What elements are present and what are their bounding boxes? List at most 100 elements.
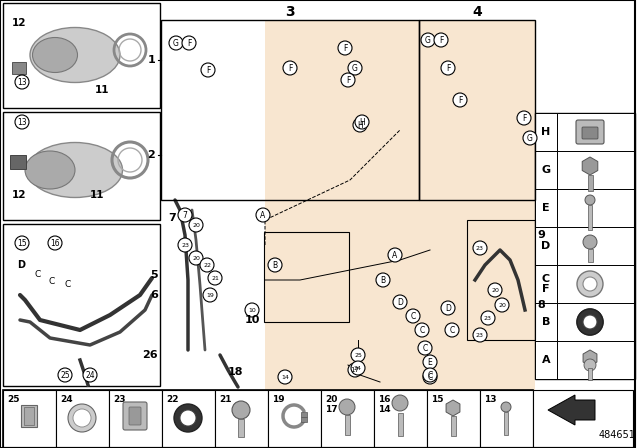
Circle shape (501, 402, 511, 412)
Text: D: D (17, 260, 25, 270)
Circle shape (351, 348, 365, 362)
Bar (301, 412, 307, 417)
Circle shape (423, 355, 437, 369)
Circle shape (441, 301, 455, 315)
Circle shape (421, 33, 435, 47)
Text: 20: 20 (192, 255, 200, 260)
Bar (535, 189, 557, 227)
Circle shape (189, 251, 203, 265)
Text: 23: 23 (484, 315, 492, 320)
Circle shape (388, 248, 402, 262)
Text: 26: 26 (142, 350, 158, 360)
Bar (467, 220, 535, 340)
Text: F: F (439, 35, 443, 44)
Text: 15: 15 (431, 395, 444, 404)
Bar (3, 224, 160, 386)
Bar (3, 390, 533, 447)
Text: A: A (541, 355, 550, 365)
Bar (557, 151, 635, 189)
Circle shape (583, 277, 597, 291)
Bar (344, 415, 349, 435)
Polygon shape (265, 20, 535, 390)
Text: 12: 12 (12, 190, 26, 200)
Text: 16
14: 16 14 (378, 395, 390, 414)
Text: C: C (65, 280, 71, 289)
Text: A: A (392, 250, 397, 259)
Circle shape (182, 36, 196, 50)
Circle shape (58, 368, 72, 382)
Circle shape (577, 309, 603, 335)
Bar (535, 113, 635, 379)
Bar (535, 227, 557, 265)
Text: C: C (422, 344, 428, 353)
Text: 20: 20 (491, 288, 499, 293)
Circle shape (200, 258, 214, 272)
Text: 13: 13 (17, 117, 27, 126)
Text: E: E (542, 203, 550, 213)
FancyBboxPatch shape (123, 402, 147, 430)
Text: 19: 19 (206, 293, 214, 297)
Text: F: F (288, 64, 292, 73)
Bar (535, 113, 557, 151)
Circle shape (178, 208, 192, 222)
Bar (588, 175, 593, 191)
Bar (21, 405, 37, 427)
Text: F: F (446, 64, 450, 73)
Bar (238, 419, 244, 437)
Text: 24: 24 (354, 366, 362, 370)
Circle shape (232, 401, 250, 419)
Bar (162, 390, 215, 447)
Text: 23: 23 (476, 332, 484, 337)
Text: 13: 13 (484, 395, 497, 404)
Text: 24: 24 (60, 395, 72, 404)
Text: G: G (541, 165, 550, 175)
Circle shape (203, 288, 217, 302)
Bar (397, 413, 403, 436)
Circle shape (488, 283, 502, 297)
Text: 19: 19 (272, 395, 285, 404)
Text: C: C (428, 370, 433, 379)
Circle shape (15, 115, 29, 129)
Ellipse shape (25, 151, 75, 189)
Circle shape (583, 315, 597, 329)
Bar (535, 151, 557, 189)
Bar (374, 390, 427, 447)
Circle shape (15, 236, 29, 250)
Text: F: F (522, 113, 526, 122)
Text: E: E (428, 358, 433, 366)
Circle shape (355, 115, 369, 129)
Circle shape (201, 63, 215, 77)
Circle shape (453, 93, 467, 107)
Text: 9: 9 (537, 230, 545, 240)
Text: F: F (458, 95, 462, 104)
Circle shape (68, 404, 96, 432)
Text: B: B (542, 317, 550, 327)
Circle shape (180, 410, 196, 426)
Text: C: C (428, 372, 433, 382)
Bar (12, 62, 26, 74)
FancyBboxPatch shape (576, 120, 604, 144)
Text: 25: 25 (354, 353, 362, 358)
Circle shape (415, 323, 429, 337)
Text: 10: 10 (244, 315, 260, 325)
Circle shape (577, 271, 603, 297)
Text: G: G (527, 134, 533, 142)
Circle shape (376, 273, 390, 287)
Bar (24, 407, 34, 425)
Circle shape (278, 370, 292, 384)
Text: A: A (260, 211, 266, 220)
Text: D: D (445, 303, 451, 313)
Text: 5: 5 (150, 270, 158, 280)
Bar (480, 390, 533, 447)
Bar (109, 390, 162, 447)
Polygon shape (548, 395, 595, 425)
Circle shape (393, 295, 407, 309)
Text: 7: 7 (182, 211, 188, 220)
Bar (161, 20, 419, 200)
Text: 23: 23 (181, 242, 189, 247)
Bar (301, 417, 307, 422)
Circle shape (584, 359, 596, 371)
Bar (557, 189, 635, 227)
Circle shape (392, 395, 408, 411)
Circle shape (473, 328, 487, 342)
